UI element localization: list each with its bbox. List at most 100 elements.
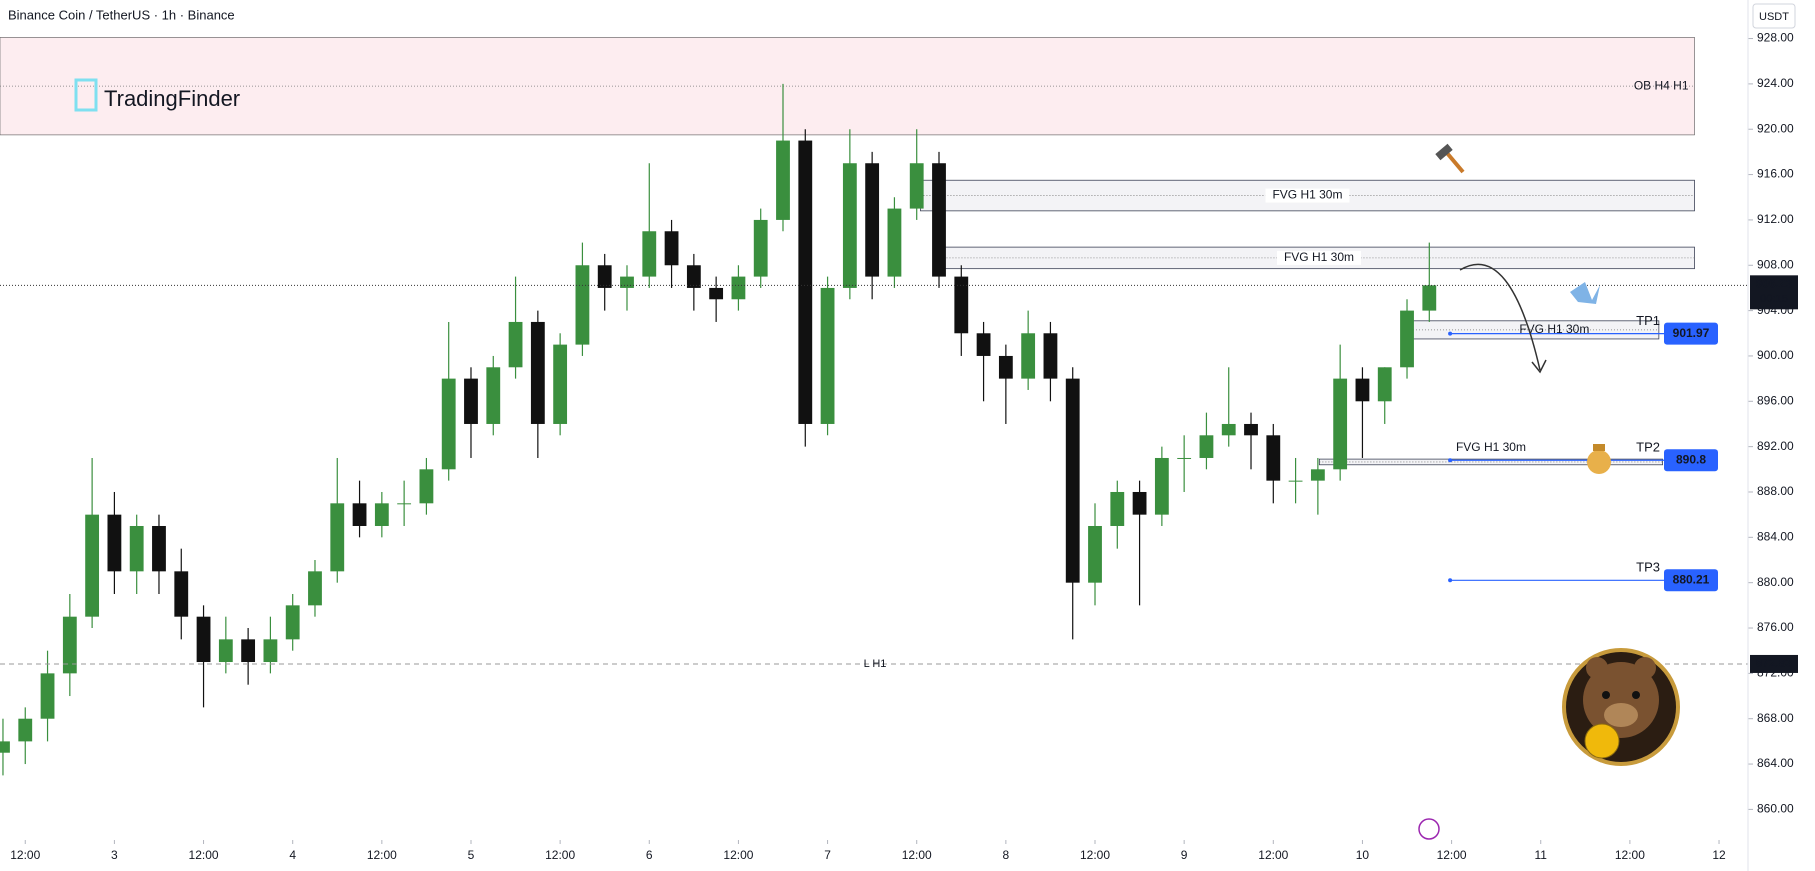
candle-body bbox=[152, 525, 166, 572]
candle-body bbox=[441, 378, 456, 470]
x-tick-label: 12:00 bbox=[10, 848, 40, 862]
candle-body bbox=[865, 163, 880, 277]
candle-body bbox=[686, 265, 701, 288]
chart-title: Binance Coin / TetherUS · 1h · Binance bbox=[8, 7, 235, 22]
candle-body bbox=[976, 333, 991, 356]
x-tick-label: 12:00 bbox=[545, 848, 575, 862]
candle-body bbox=[1422, 285, 1437, 311]
candle-body bbox=[1132, 491, 1147, 515]
last-price: 906.23 bbox=[1756, 276, 1793, 290]
candle-body bbox=[1400, 310, 1414, 368]
candle-body bbox=[464, 378, 478, 424]
bear-logo bbox=[1562, 648, 1680, 766]
x-tick-label: 12:00 bbox=[1437, 848, 1467, 862]
candle-body bbox=[174, 571, 189, 617]
candle-body bbox=[776, 140, 790, 220]
target-price: 880.21 bbox=[1673, 572, 1710, 586]
x-tick-label: 12:00 bbox=[1080, 848, 1110, 862]
target-price-box bbox=[1664, 449, 1718, 472]
candle-body bbox=[1088, 525, 1102, 583]
zone-label: FVG H1 30m bbox=[1284, 250, 1354, 264]
level-price-box bbox=[1750, 654, 1798, 673]
target-price-box bbox=[1664, 569, 1718, 592]
target-label: TP2 bbox=[1636, 440, 1660, 455]
candle-body bbox=[664, 231, 679, 266]
level-price: 872.83 bbox=[1756, 656, 1793, 670]
x-tick-label: 12:00 bbox=[367, 848, 397, 862]
candle-body bbox=[998, 355, 1013, 379]
y-tick-label: 912.00 bbox=[1757, 212, 1794, 226]
y-tick-label: 876.00 bbox=[1757, 620, 1794, 634]
zone-label-bg bbox=[1276, 250, 1361, 265]
candle-body bbox=[709, 287, 724, 300]
candle-body bbox=[196, 616, 211, 663]
candle-body bbox=[575, 265, 590, 345]
lightning-icon bbox=[1418, 818, 1440, 840]
x-tick-label: 4 bbox=[289, 848, 296, 862]
y-tick-label: 888.00 bbox=[1757, 484, 1794, 498]
candle-body bbox=[1110, 491, 1125, 526]
x-tick-label: 10 bbox=[1356, 848, 1370, 862]
x-tick-label: 11 bbox=[1535, 848, 1548, 862]
candle-body bbox=[620, 276, 634, 288]
zone-label-bg bbox=[1448, 440, 1533, 455]
y-tick-label: 864.00 bbox=[1757, 756, 1794, 770]
candle-body bbox=[1244, 423, 1258, 436]
candle-body bbox=[218, 639, 233, 663]
candle-body bbox=[352, 503, 367, 526]
target-dot bbox=[1448, 578, 1453, 583]
candle-body bbox=[486, 367, 501, 424]
candle-body bbox=[1199, 435, 1214, 458]
target-label: TP3 bbox=[1636, 560, 1660, 575]
zone-label: OB H4 H1 bbox=[1634, 78, 1689, 92]
candle-body bbox=[40, 673, 55, 719]
y-tick-label: 916.00 bbox=[1757, 167, 1794, 181]
arrow-head bbox=[1531, 359, 1547, 374]
x-tick-label: 12:00 bbox=[189, 848, 219, 862]
y-tick-label: 860.00 bbox=[1757, 802, 1794, 816]
y-tick-label: 928.00 bbox=[1757, 31, 1794, 45]
candle-body bbox=[18, 718, 33, 742]
candle-body bbox=[1154, 457, 1169, 515]
candle-body bbox=[530, 321, 545, 424]
x-tick-label: 12 bbox=[1712, 848, 1726, 862]
candle-body bbox=[887, 208, 902, 277]
countdown: 00:15 bbox=[1760, 293, 1788, 305]
watermark-icon bbox=[74, 78, 98, 112]
candle-body bbox=[1221, 423, 1236, 436]
target-price: 890.8 bbox=[1676, 452, 1706, 466]
candle-body bbox=[129, 525, 144, 572]
candle-body bbox=[330, 503, 345, 572]
candle-body bbox=[0, 741, 10, 753]
x-tick-label: 5 bbox=[468, 848, 475, 862]
candle-body bbox=[1310, 469, 1325, 481]
watermark: TradingFinder bbox=[104, 86, 240, 111]
candle-body bbox=[1355, 378, 1370, 402]
candle-body bbox=[285, 605, 300, 640]
target-dot bbox=[1448, 331, 1453, 336]
zones: OB H4 H1 FVG H1 30m FVG H1 30m FVG H1 30m FV… bbox=[0, 37, 1695, 466]
candle-body bbox=[954, 276, 969, 334]
candle-body bbox=[263, 639, 278, 663]
candle-body bbox=[553, 344, 568, 424]
y-tick-label: 880.00 bbox=[1757, 575, 1794, 589]
y-tick-label: 900.00 bbox=[1757, 348, 1794, 362]
zone-label-bg bbox=[1265, 188, 1350, 203]
x-tick-label: 6 bbox=[646, 848, 653, 862]
candle-body bbox=[842, 163, 857, 288]
candle-body bbox=[1021, 333, 1036, 379]
x-tick-label: 12:00 bbox=[1258, 848, 1288, 862]
currency-box bbox=[1752, 3, 1796, 29]
candle-body bbox=[1377, 367, 1392, 402]
target-price-box bbox=[1664, 322, 1718, 345]
x-tick-label: 3 bbox=[111, 848, 118, 862]
candle-body bbox=[1065, 378, 1080, 583]
arrow-curve bbox=[1459, 263, 1541, 371]
candle-body bbox=[1266, 435, 1281, 481]
target-price: 901.97 bbox=[1673, 326, 1710, 340]
candle-body bbox=[508, 321, 523, 368]
candle-body bbox=[1177, 457, 1192, 459]
x-tick-label: 8 bbox=[1003, 848, 1010, 862]
